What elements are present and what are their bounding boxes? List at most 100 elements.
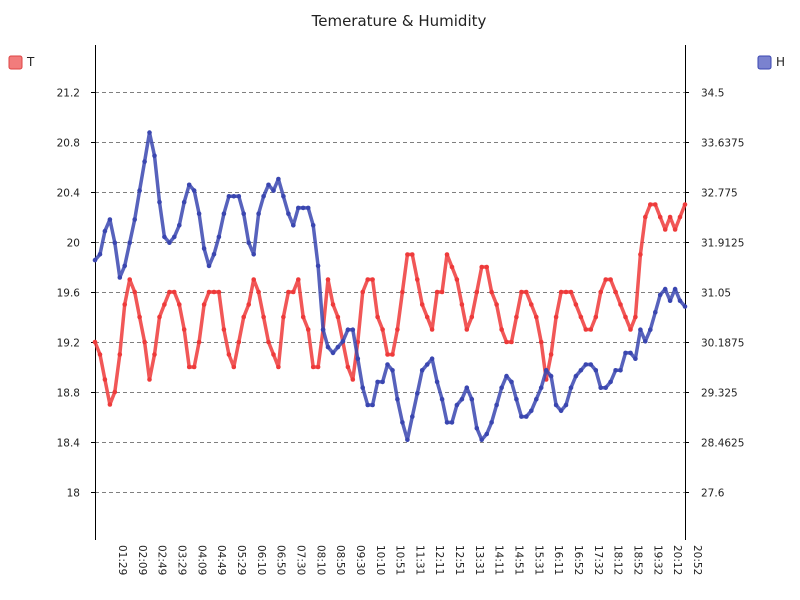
data-point-t <box>117 352 123 357</box>
right-axis-ticks: 27.6 28.4625 29.325 30.1875 31.05 31.9125 32.7… <box>685 88 744 500</box>
data-point-h <box>464 385 470 391</box>
data-point-t <box>633 314 638 320</box>
x-tick-label: 18:12 <box>612 545 624 575</box>
data-point-h <box>251 252 256 257</box>
data-point-h <box>677 298 683 304</box>
data-point-t <box>643 214 648 220</box>
data-point-t <box>231 364 237 370</box>
data-point-t <box>330 302 336 307</box>
data-point-t <box>400 289 405 295</box>
data-point-h <box>613 368 618 373</box>
data-point-t <box>464 327 470 332</box>
data-point-h <box>593 368 599 373</box>
data-point-h <box>395 396 400 402</box>
data-point-h <box>157 199 162 205</box>
data-point-h <box>424 362 430 367</box>
x-tick-label: 12:11 <box>433 545 445 575</box>
x-tick-label: 01:29 <box>116 545 128 575</box>
data-point-t <box>653 202 658 207</box>
right-tick-label: 34.5 <box>701 88 724 100</box>
data-point-t <box>618 302 623 307</box>
data-point-h <box>499 385 504 391</box>
series-t <box>92 202 688 407</box>
data-point-t <box>246 302 251 307</box>
data-point-t <box>419 302 425 307</box>
data-point-h <box>603 385 608 391</box>
right-tick-label: 31.05 <box>701 288 731 300</box>
data-point-h <box>657 292 663 298</box>
data-point-h <box>350 327 356 333</box>
data-point-h <box>454 402 460 408</box>
data-point-h <box>588 362 594 367</box>
data-point-h <box>514 396 519 402</box>
x-tick-label: 06:50 <box>275 545 287 575</box>
data-point-h <box>191 188 197 193</box>
data-point-h <box>117 275 123 280</box>
x-tick-label: 14:51 <box>513 545 525 575</box>
data-point-h <box>543 368 549 373</box>
series-h <box>92 130 688 443</box>
data-point-h <box>142 159 147 164</box>
x-tick-label: 12:51 <box>453 545 465 575</box>
data-point-t <box>538 339 544 345</box>
data-point-t <box>271 352 276 357</box>
data-point-t <box>395 327 400 332</box>
data-point-t <box>449 264 455 270</box>
data-point-t <box>509 339 514 345</box>
x-tick-label: 16:52 <box>572 545 584 575</box>
data-point-t <box>261 314 266 320</box>
x-tick-label: 18:52 <box>632 545 644 575</box>
data-point-h <box>370 402 375 408</box>
right-tick-label: 27.6 <box>701 488 725 500</box>
data-point-h <box>643 339 648 344</box>
data-point-h <box>276 176 281 182</box>
x-tick-label: 19:32 <box>651 545 663 575</box>
data-point-t <box>553 314 559 320</box>
data-point-h <box>216 234 222 240</box>
data-point-t <box>132 289 137 295</box>
data-point-h <box>682 304 688 309</box>
right-tick-label: 28.4625 <box>701 438 744 450</box>
data-point-h <box>405 437 410 443</box>
legend-left: T <box>8 55 35 70</box>
data-point-h <box>489 420 494 425</box>
data-point-t <box>172 289 177 295</box>
data-point-t <box>578 314 584 320</box>
data-point-t <box>296 277 301 282</box>
legend-swatch-h <box>757 55 772 70</box>
left-tick-label: 20.4 <box>57 188 81 200</box>
data-point-t <box>201 302 207 307</box>
data-point-h <box>385 362 390 367</box>
data-point-t <box>454 277 460 282</box>
data-point-h <box>137 188 142 193</box>
data-point-t <box>415 277 420 282</box>
data-point-t <box>424 314 430 320</box>
data-point-h <box>181 199 187 205</box>
data-point-h <box>172 234 177 240</box>
data-point-t <box>181 327 187 332</box>
data-point-t <box>598 289 603 295</box>
series-layer <box>92 130 688 443</box>
data-point-t <box>335 314 341 320</box>
data-point-t <box>677 214 683 220</box>
data-point-h <box>568 385 574 391</box>
gridlines <box>95 92 685 493</box>
data-point-h <box>524 414 529 419</box>
data-point-h <box>147 130 152 135</box>
data-point-h <box>648 327 653 333</box>
data-point-h <box>330 350 336 356</box>
x-tick-label: 10:51 <box>394 545 406 575</box>
x-axis-ticks: 01:29 02:09 02:49 03:29 04:09 04:49 05:29 06:10… <box>116 545 703 575</box>
data-point-h <box>653 310 658 315</box>
x-tick-label: 13:31 <box>473 545 485 575</box>
data-point-h <box>509 379 514 385</box>
data-point-h <box>286 211 291 216</box>
data-point-t <box>137 314 142 320</box>
data-point-t <box>291 289 296 295</box>
left-tick-label: 18 <box>67 488 80 500</box>
data-point-h <box>519 414 524 419</box>
data-point-t <box>410 252 415 257</box>
data-point-h <box>201 246 207 251</box>
data-point-t <box>177 302 182 307</box>
data-point-h <box>127 240 132 245</box>
